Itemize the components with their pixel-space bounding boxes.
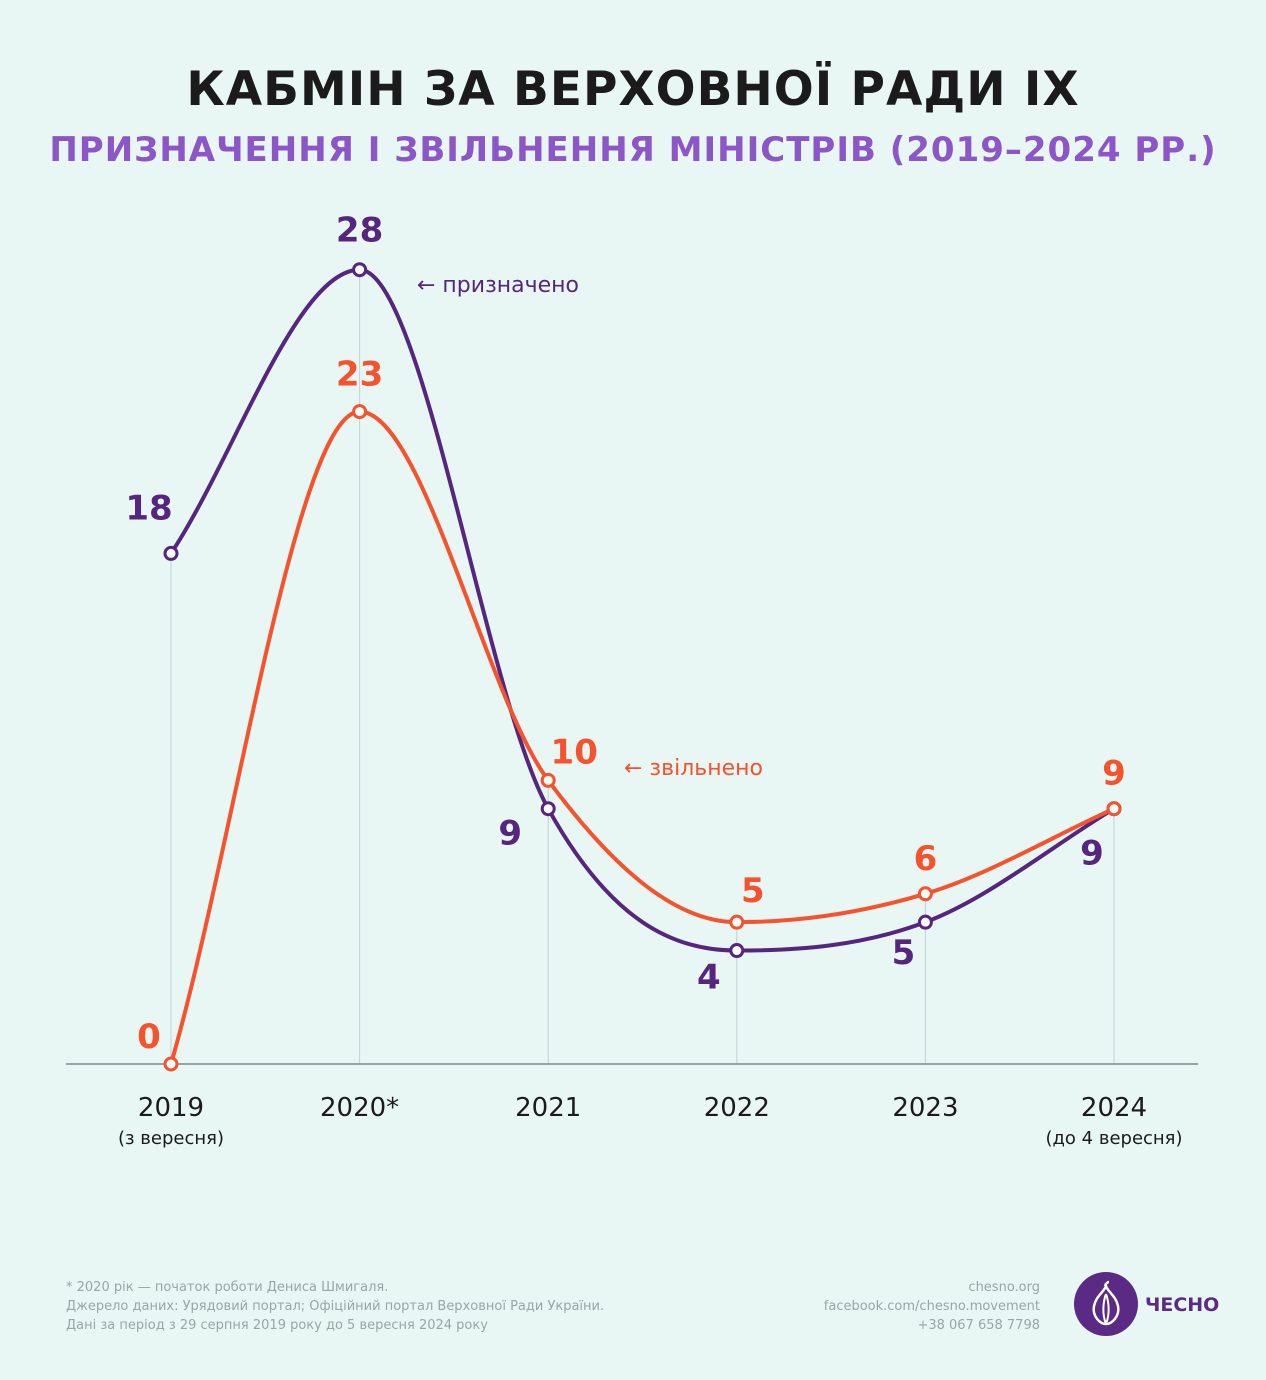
data-point xyxy=(1106,801,1122,817)
website-link[interactable]: chesno.org xyxy=(968,1280,1040,1295)
phone-number: +38 067 658 7798 xyxy=(917,1318,1040,1333)
period-line: Дані за період з 29 серпня 2019 року до … xyxy=(66,1318,488,1333)
x-tick-note: (до 4 вересня) xyxy=(1045,1128,1182,1149)
x-tick-label: 2020* xyxy=(320,1093,399,1123)
line-chart: 2019 (з вересня) 2020* 2021 2022 2023 2024 (до … xyxy=(66,211,1198,1149)
data-label: 6 xyxy=(914,839,938,879)
x-tick-label: 2024 xyxy=(1081,1093,1147,1123)
chart-title: КАБМІН ЗА ВЕРХОВНОЇ РАДИ IX xyxy=(186,62,1080,117)
data-label: 18 xyxy=(125,488,172,528)
data-label: 9 xyxy=(1080,834,1104,874)
data-label: 4 xyxy=(697,958,721,998)
chart-subtitle: ПРИЗНАЧЕННЯ І ЗВІЛЬНЕННЯ МІНІСТРІВ (2019… xyxy=(49,130,1217,170)
data-point xyxy=(917,886,933,902)
data-label: 5 xyxy=(892,933,916,973)
x-tick-note: (з вересня) xyxy=(118,1128,224,1149)
data-point xyxy=(917,914,933,930)
data-point xyxy=(540,772,556,788)
data-point xyxy=(352,404,368,420)
logo-text: ЧЕСНО xyxy=(1145,1294,1220,1316)
source-line: Джерело даних: Урядовий портал; Офіційни… xyxy=(66,1299,605,1314)
series-line-0 xyxy=(169,267,1116,953)
series-label: ← звільнено xyxy=(624,756,763,781)
data-label: 28 xyxy=(336,211,383,251)
data-label: 5 xyxy=(741,871,765,911)
data-point xyxy=(729,943,745,959)
x-tick-label: 2019 xyxy=(138,1093,204,1123)
footer-notes: * 2020 рік — початок роботи Дениса Шмига… xyxy=(66,1278,604,1335)
x-tick-label: 2023 xyxy=(892,1093,958,1123)
data-label: 9 xyxy=(498,814,522,854)
data-point xyxy=(163,545,179,561)
garlic-logo-icon xyxy=(1074,1272,1138,1336)
data-label: 0 xyxy=(137,1017,161,1057)
footer-contacts: chesno.org facebook.com/chesno.movement … xyxy=(824,1278,1040,1335)
x-tick-label: 2021 xyxy=(515,1093,581,1123)
data-label: 9 xyxy=(1102,754,1126,794)
data-point xyxy=(163,1056,179,1072)
data-label: 10 xyxy=(551,732,598,772)
footnote-line: * 2020 рік — початок роботи Дениса Шмига… xyxy=(66,1280,389,1295)
x-tick-label: 2022 xyxy=(704,1093,770,1123)
facebook-link[interactable]: facebook.com/chesno.movement xyxy=(823,1299,1040,1314)
data-point xyxy=(729,914,745,930)
data-point xyxy=(352,262,368,278)
series-label: ← призначено xyxy=(417,273,579,298)
series-line-1 xyxy=(169,409,1116,1066)
data-point xyxy=(540,801,556,817)
data-label: 23 xyxy=(336,355,383,395)
